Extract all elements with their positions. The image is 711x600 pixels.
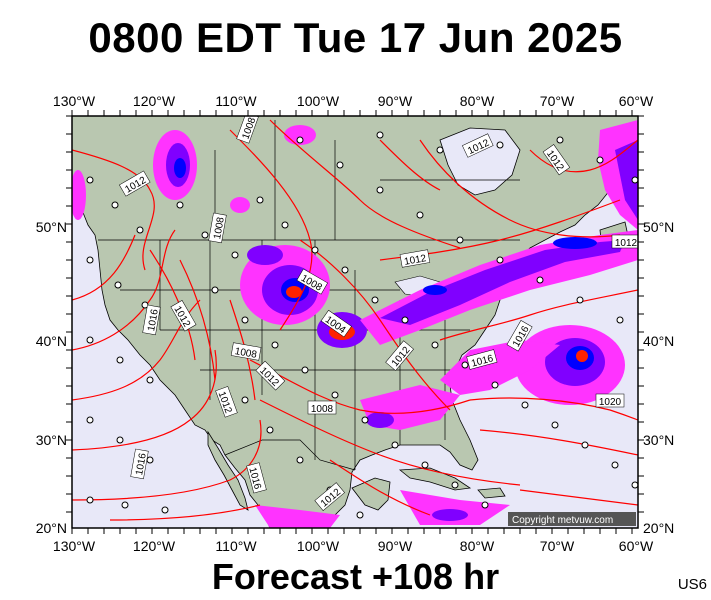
lat-label: 20°N	[643, 520, 674, 536]
lon-label: 60°W	[619, 93, 654, 109]
lat-label: 40°N	[36, 333, 67, 349]
lon-label: 70°W	[540, 93, 575, 109]
lat-labels-left: 50°N 40°N 30°N 20°N	[36, 219, 67, 536]
lat-label: 30°N	[36, 432, 67, 448]
map-frame	[71, 115, 639, 529]
isobars	[72, 119, 638, 521]
lon-label: 120°W	[133, 538, 176, 554]
lon-label: 100°W	[297, 538, 340, 554]
copyright-box	[508, 512, 636, 526]
isobar-label: 1016	[142, 304, 161, 336]
landmass-baja	[207, 430, 249, 511]
lon-label: 130°W	[53, 538, 96, 554]
copyright-text: Copyright metvuw.com	[512, 515, 613, 526]
isobar-label: 1012	[399, 249, 431, 268]
lon-label: 100°W	[297, 93, 340, 109]
svg-text:1020: 1020	[599, 397, 622, 408]
lon-label: 90°W	[378, 538, 413, 554]
lon-label: 60°W	[619, 538, 654, 554]
lat-label: 50°N	[36, 219, 67, 235]
lat-label: 30°N	[643, 432, 674, 448]
landmass-yucatan	[351, 477, 391, 511]
lon-label: 80°W	[460, 538, 495, 554]
lon-label: 70°W	[540, 538, 575, 554]
frame-ticks	[66, 110, 644, 534]
svg-text:1012: 1012	[403, 253, 427, 268]
lon-label: 90°W	[378, 93, 413, 109]
svg-text:1016: 1016	[134, 452, 149, 476]
precipitation-shading	[72, 120, 638, 528]
svg-text:1008: 1008	[212, 216, 227, 240]
lat-label: 50°N	[643, 219, 674, 235]
lon-label: 130°W	[53, 93, 96, 109]
lon-labels-top: 130°W 120°W 110°W 100°W 90°W 80°W 70°W 6…	[53, 93, 654, 109]
lat-label: 40°N	[643, 333, 674, 349]
lat-label: 20°N	[36, 520, 67, 536]
isobar-label: 1008	[230, 342, 262, 361]
map-content: 1008 1012 1012 1012 1008 1012 1016 1012 …	[72, 116, 638, 528]
forecast-label: Forecast +108 hr	[211, 556, 500, 597]
svg-text:1008: 1008	[234, 346, 258, 361]
isobar-label: 1008	[307, 400, 337, 415]
svg-text:1016: 1016	[146, 308, 161, 332]
lon-labels-bottom: 130°W 120°W 110°W 100°W 90°W 80°W 70°W 6…	[53, 538, 654, 554]
isobar-label: 1012	[119, 170, 151, 197]
svg-text:1012: 1012	[615, 238, 638, 249]
landmass-hispaniola	[477, 487, 506, 499]
isobar-label: 1008	[208, 212, 227, 244]
lat-labels-right: 50°N 40°N 30°N 20°N	[643, 219, 674, 536]
svg-text:1008: 1008	[311, 404, 334, 415]
isobar-label: 1020	[595, 393, 625, 408]
map-title: 0800 EDT Tue 17 Jun 2025	[88, 14, 623, 61]
isobar-label: 1016	[130, 448, 149, 480]
isobar-label: 1012	[611, 234, 638, 249]
lon-label: 110°W	[215, 93, 257, 109]
lon-label: 110°W	[215, 538, 257, 554]
lon-label: 80°W	[460, 93, 495, 109]
station-markers	[86, 131, 638, 524]
region-code: US6	[677, 576, 707, 593]
lon-label: 120°W	[133, 93, 176, 109]
